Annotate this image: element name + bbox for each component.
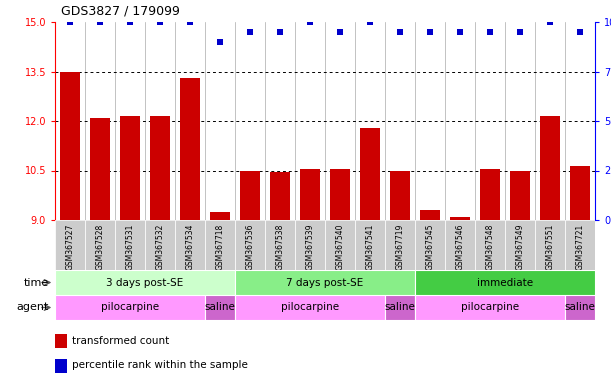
Text: GSM367541: GSM367541 xyxy=(365,224,375,270)
Text: percentile rank within the sample: percentile rank within the sample xyxy=(72,361,248,371)
Text: GDS3827 / 179099: GDS3827 / 179099 xyxy=(61,5,180,18)
Point xyxy=(335,29,345,35)
Text: time: time xyxy=(24,278,49,288)
Text: GSM367548: GSM367548 xyxy=(486,224,494,270)
Point xyxy=(155,19,165,25)
Bar xyxy=(55,359,67,372)
Point xyxy=(95,19,105,25)
Bar xyxy=(565,295,595,320)
Point xyxy=(395,29,405,35)
Bar xyxy=(565,220,595,270)
Bar xyxy=(415,295,565,320)
Bar xyxy=(331,169,349,220)
Text: GSM367551: GSM367551 xyxy=(546,224,555,270)
Text: 7 days post-SE: 7 days post-SE xyxy=(287,278,364,288)
Text: GSM367549: GSM367549 xyxy=(516,224,524,270)
Bar xyxy=(90,118,110,220)
Text: GSM367531: GSM367531 xyxy=(125,224,134,270)
Bar xyxy=(420,210,440,220)
Text: saline: saline xyxy=(565,303,596,313)
Text: GSM367718: GSM367718 xyxy=(216,224,224,270)
Bar xyxy=(385,220,415,270)
Point xyxy=(215,39,225,45)
Bar xyxy=(235,295,385,320)
Bar xyxy=(535,220,565,270)
Bar xyxy=(55,295,205,320)
Bar xyxy=(55,220,85,270)
Text: GSM367527: GSM367527 xyxy=(65,224,75,270)
Text: GSM367719: GSM367719 xyxy=(395,224,404,270)
Bar xyxy=(480,169,500,220)
Bar xyxy=(180,78,200,220)
Bar xyxy=(235,270,415,295)
Point xyxy=(545,19,555,25)
Bar xyxy=(60,71,80,220)
Bar xyxy=(55,333,67,348)
Text: GSM367546: GSM367546 xyxy=(455,224,464,270)
Bar xyxy=(445,220,475,270)
Bar xyxy=(235,220,265,270)
Text: agent: agent xyxy=(16,303,49,313)
Bar xyxy=(55,270,235,295)
Bar xyxy=(325,220,355,270)
Text: GSM367540: GSM367540 xyxy=(335,224,345,270)
Bar xyxy=(120,116,140,220)
Bar xyxy=(175,220,205,270)
Bar xyxy=(415,270,595,295)
Bar xyxy=(210,212,230,220)
Bar xyxy=(540,116,560,220)
Bar xyxy=(390,170,410,220)
Point xyxy=(185,19,195,25)
Text: pilocarpine: pilocarpine xyxy=(461,303,519,313)
Bar xyxy=(300,169,320,220)
Text: GSM367538: GSM367538 xyxy=(276,224,285,270)
Bar xyxy=(240,170,260,220)
Text: GSM367532: GSM367532 xyxy=(156,224,164,270)
Point xyxy=(365,19,375,25)
Bar xyxy=(145,220,175,270)
Bar xyxy=(450,217,470,220)
Text: saline: saline xyxy=(384,303,415,313)
Point xyxy=(455,29,465,35)
Bar xyxy=(355,220,385,270)
Bar xyxy=(115,220,145,270)
Point xyxy=(425,29,435,35)
Bar xyxy=(475,220,505,270)
Text: GSM367539: GSM367539 xyxy=(306,224,315,270)
Bar xyxy=(265,220,295,270)
Text: 3 days post-SE: 3 days post-SE xyxy=(106,278,184,288)
Point xyxy=(245,29,255,35)
Point xyxy=(575,29,585,35)
Text: transformed count: transformed count xyxy=(72,336,169,346)
Point xyxy=(515,29,525,35)
Text: GSM367545: GSM367545 xyxy=(425,224,434,270)
Bar xyxy=(505,220,535,270)
Point xyxy=(305,19,315,25)
Bar xyxy=(270,172,290,220)
Text: pilocarpine: pilocarpine xyxy=(281,303,339,313)
Bar xyxy=(360,127,380,220)
Text: immediate: immediate xyxy=(477,278,533,288)
Bar xyxy=(385,295,415,320)
Bar xyxy=(205,220,235,270)
Text: GSM367534: GSM367534 xyxy=(186,224,194,270)
Bar xyxy=(150,116,170,220)
Text: GSM367536: GSM367536 xyxy=(246,224,255,270)
Bar xyxy=(510,170,530,220)
Point xyxy=(485,29,495,35)
Bar xyxy=(570,166,590,220)
Text: pilocarpine: pilocarpine xyxy=(101,303,159,313)
Text: GSM367528: GSM367528 xyxy=(95,224,104,270)
Text: GSM367721: GSM367721 xyxy=(576,224,585,270)
Bar xyxy=(415,220,445,270)
Point xyxy=(275,29,285,35)
Bar xyxy=(295,220,325,270)
Text: saline: saline xyxy=(205,303,235,313)
Point xyxy=(125,19,135,25)
Bar xyxy=(205,295,235,320)
Point xyxy=(65,19,75,25)
Bar xyxy=(85,220,115,270)
